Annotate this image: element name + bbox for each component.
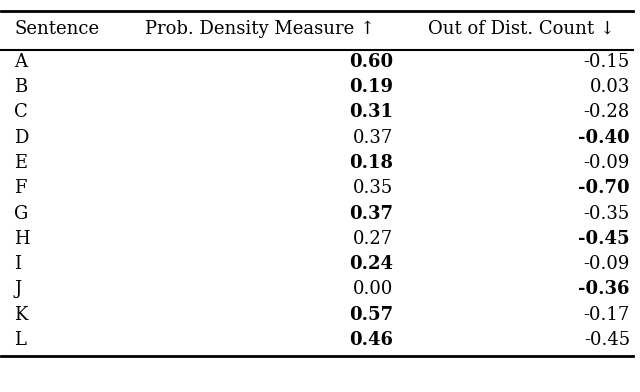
Text: I: I <box>14 255 21 273</box>
Text: F: F <box>14 179 26 197</box>
Text: 0.27: 0.27 <box>353 230 393 248</box>
Text: -0.15: -0.15 <box>584 53 630 71</box>
Text: -0.17: -0.17 <box>584 306 630 324</box>
Text: 0.37: 0.37 <box>349 205 393 223</box>
Text: 0.31: 0.31 <box>349 103 393 121</box>
Text: -0.36: -0.36 <box>579 280 630 298</box>
Text: -0.09: -0.09 <box>584 255 630 273</box>
Text: 0.57: 0.57 <box>349 306 393 324</box>
Text: 0.19: 0.19 <box>349 78 393 96</box>
Text: 0.37: 0.37 <box>353 129 393 147</box>
Text: 0.18: 0.18 <box>349 154 393 172</box>
Text: D: D <box>14 129 28 147</box>
Text: 0.00: 0.00 <box>353 280 393 298</box>
Text: -0.40: -0.40 <box>579 129 630 147</box>
Text: A: A <box>14 53 27 71</box>
Text: B: B <box>14 78 28 96</box>
Text: J: J <box>14 280 21 298</box>
Text: 0.46: 0.46 <box>349 331 393 349</box>
Text: -0.45: -0.45 <box>579 230 630 248</box>
Text: -0.70: -0.70 <box>579 179 630 197</box>
Text: 0.60: 0.60 <box>349 53 393 71</box>
Text: E: E <box>14 154 27 172</box>
Text: L: L <box>14 331 26 349</box>
Text: Prob. Density Measure ↑: Prob. Density Measure ↑ <box>145 20 376 38</box>
Text: -0.28: -0.28 <box>584 103 630 121</box>
Text: Sentence: Sentence <box>14 20 99 38</box>
Text: G: G <box>14 205 28 223</box>
Text: Out of Dist. Count ↓: Out of Dist. Count ↓ <box>428 20 614 38</box>
Text: -0.45: -0.45 <box>584 331 630 349</box>
Text: H: H <box>14 230 29 248</box>
Text: K: K <box>14 306 28 324</box>
Text: -0.09: -0.09 <box>584 154 630 172</box>
Text: 0.03: 0.03 <box>589 78 630 96</box>
Text: 0.24: 0.24 <box>349 255 393 273</box>
Text: 0.35: 0.35 <box>353 179 393 197</box>
Text: C: C <box>14 103 28 121</box>
Text: -0.35: -0.35 <box>584 205 630 223</box>
